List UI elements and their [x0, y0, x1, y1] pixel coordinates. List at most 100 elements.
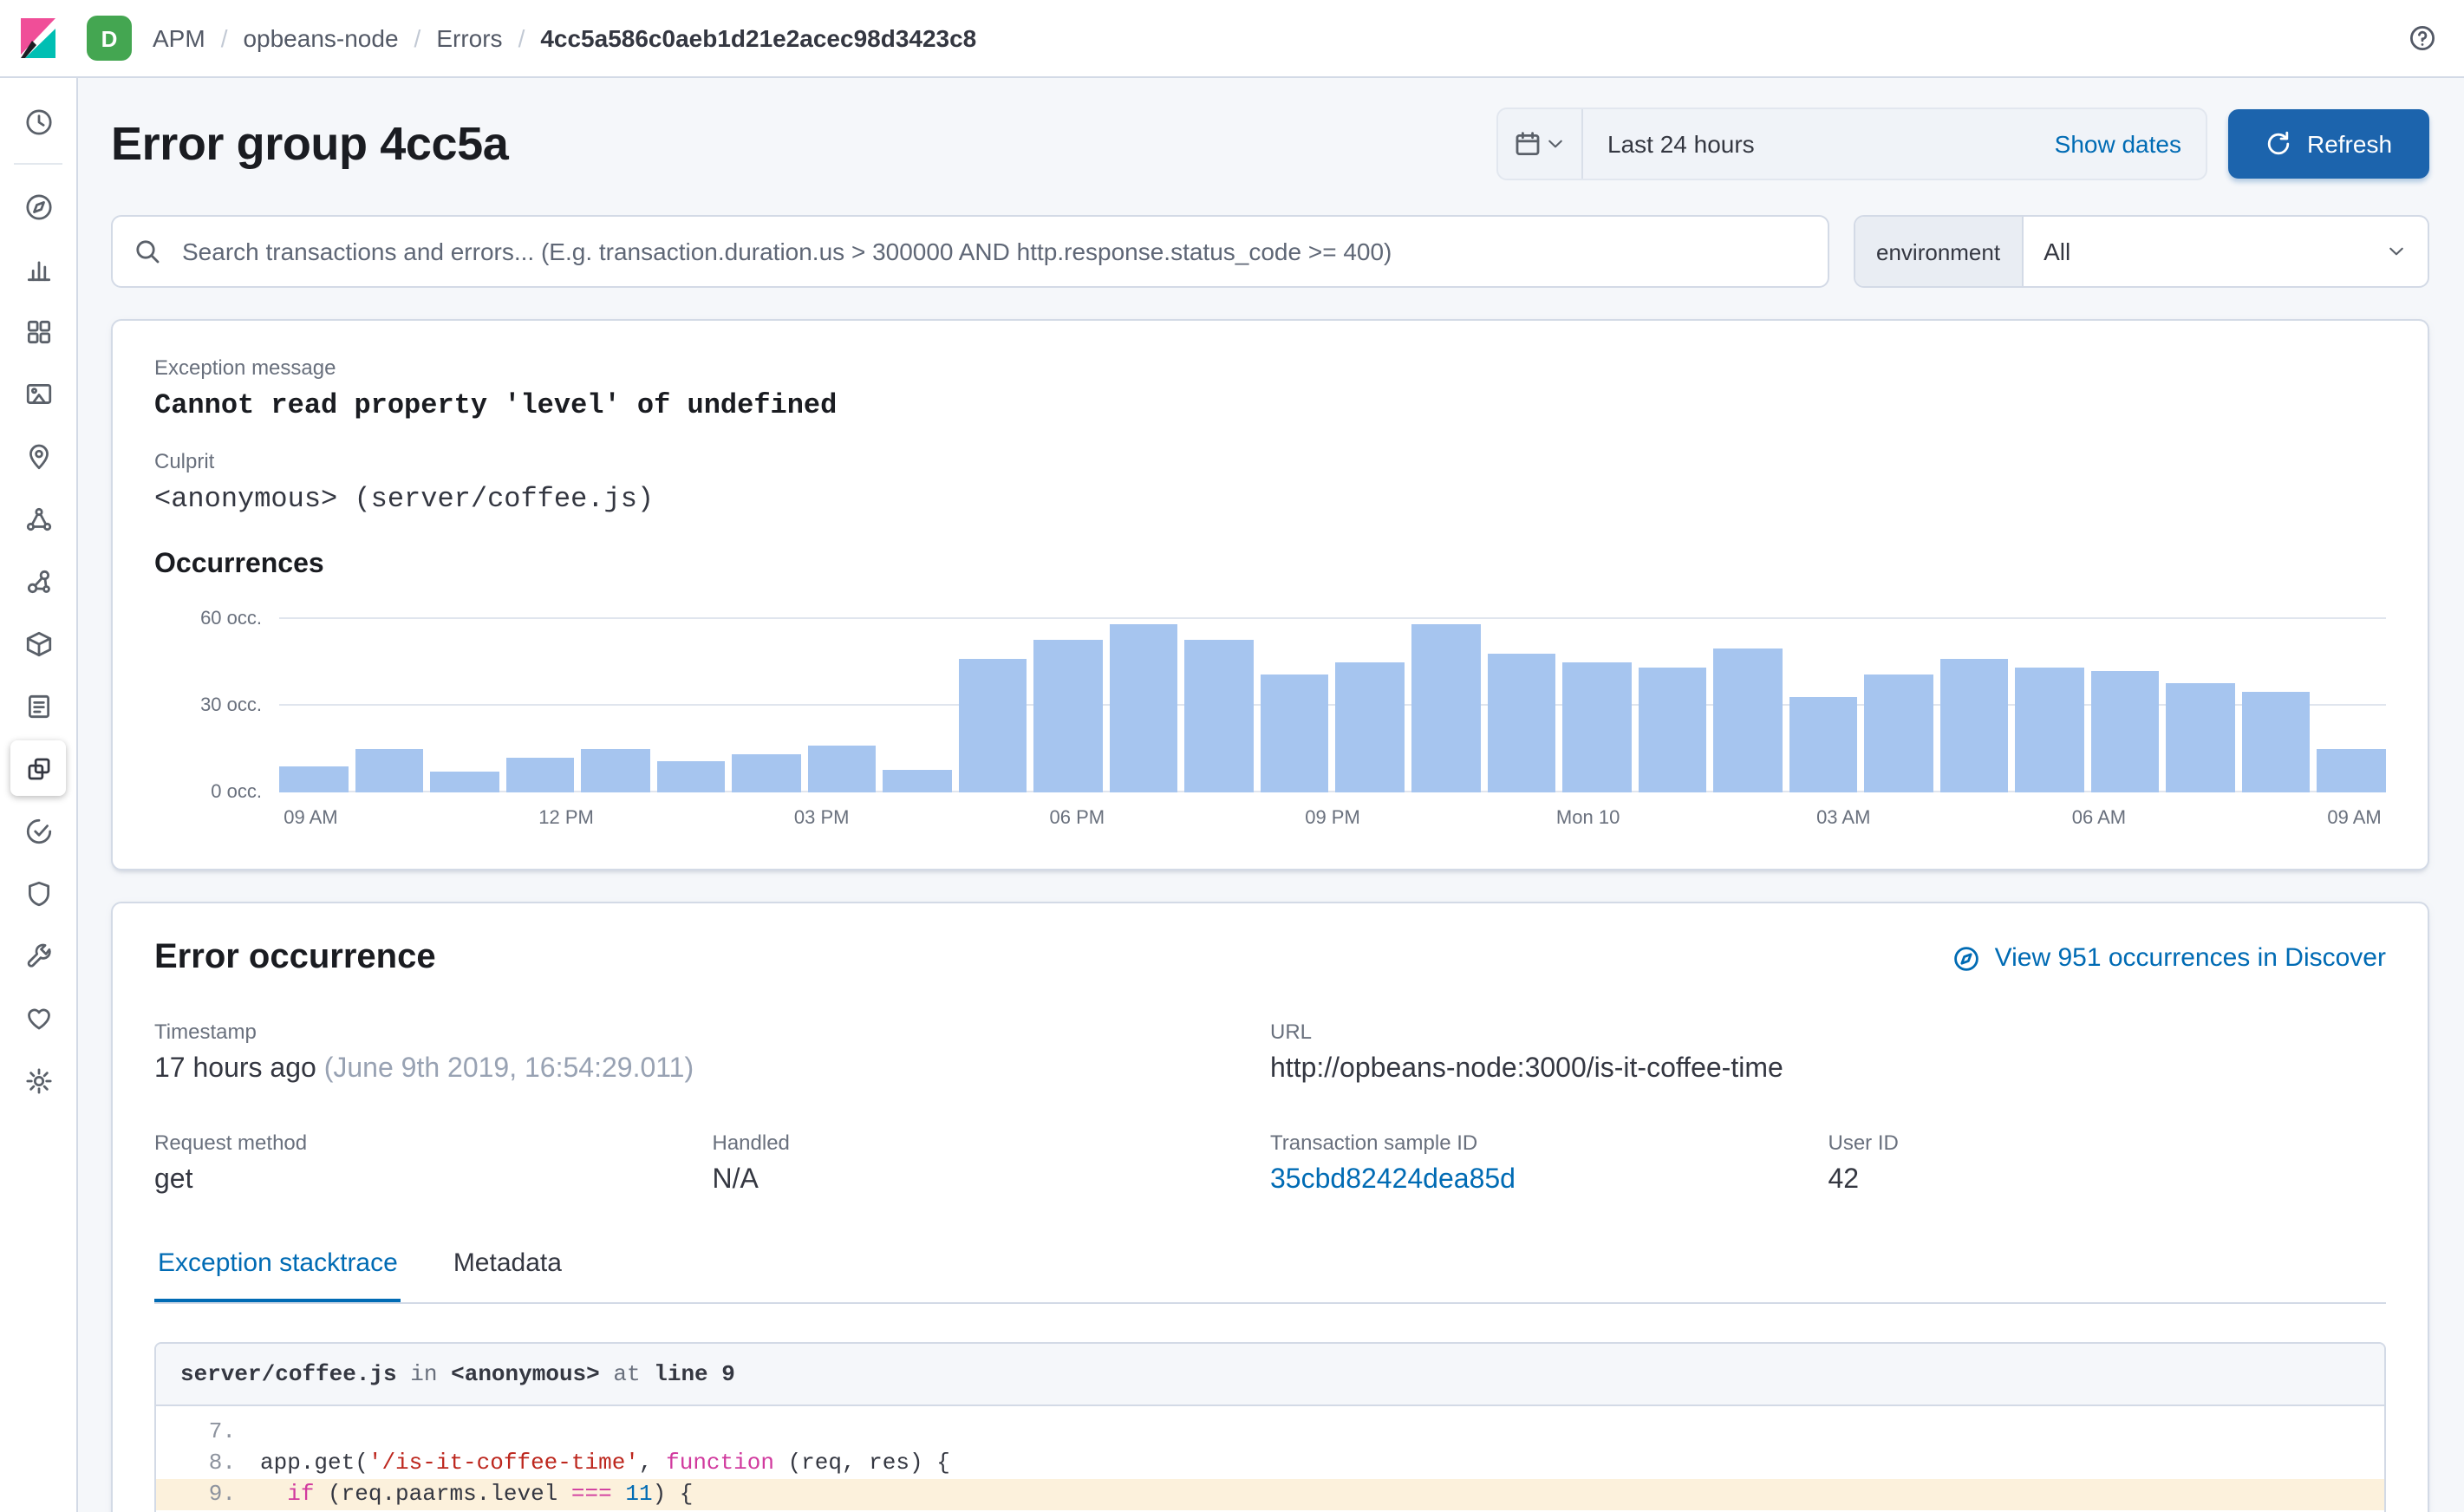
chart-x-tick-label: 09 AM: [2327, 808, 2382, 829]
code-line: 8. app.get('/is-it-coffee-time', function…: [156, 1448, 2384, 1479]
chart-gridline: [279, 704, 2386, 706]
occurrences-bar[interactable]: [958, 659, 1027, 792]
line-number: 8.: [208, 1450, 236, 1476]
occurrences-bar[interactable]: [1109, 624, 1178, 792]
occurrences-bar[interactable]: [1562, 662, 1632, 792]
time-range-value[interactable]: Last 24 hours: [1607, 130, 1755, 158]
date-picker[interactable]: Last 24 hours Show dates: [1496, 108, 2207, 180]
occurrences-bar[interactable]: [505, 758, 575, 792]
request-method-value: get: [154, 1165, 193, 1195]
occurrences-bar[interactable]: [1789, 697, 1858, 792]
kibana-logo-icon: [21, 18, 55, 58]
occurrences-bar[interactable]: [1411, 624, 1480, 792]
refresh-icon: [2265, 130, 2293, 158]
culprit-value: <anonymous> (server/coffee.js): [154, 484, 655, 515]
occurrences-bar[interactable]: [1487, 654, 1556, 792]
user-id-value: 42: [1828, 1165, 1860, 1195]
breadcrumb-item[interactable]: APM: [153, 24, 205, 52]
stacktrace-file: server/coffee.js: [180, 1361, 397, 1387]
dev-tools-icon[interactable]: [10, 928, 66, 983]
chart-y-axis: 0 occ. 30 occ. 60 occ.: [154, 602, 262, 803]
discover-icon[interactable]: [10, 179, 66, 234]
sidebar-divider: [14, 163, 62, 165]
occurrences-bar[interactable]: [1939, 659, 2009, 792]
breadcrumb: APM / opbeans-node / Errors / 4cc5a586c0aeb1d2…: [153, 24, 976, 52]
occurrences-bar[interactable]: [2015, 668, 2084, 792]
help-icon[interactable]: [2409, 24, 2436, 52]
stack-monitoring-icon[interactable]: [10, 990, 66, 1046]
date-picker-quick-menu-button[interactable]: [1498, 109, 1583, 179]
occurrences-bar[interactable]: [1033, 639, 1103, 792]
occurrences-chart: 0 occ. 30 occ. 60 occ.: [154, 602, 2386, 803]
occurrences-bar[interactable]: [732, 754, 801, 792]
graph-icon[interactable]: [10, 553, 66, 609]
occurrences-bar[interactable]: [2166, 682, 2235, 792]
occurrences-bar[interactable]: [2090, 671, 2160, 792]
page-title: Error group 4cc5a: [111, 117, 509, 169]
occurrences-bar[interactable]: [2317, 749, 2386, 792]
occurrences-bar[interactable]: [1260, 674, 1329, 792]
visualize-icon[interactable]: [10, 241, 66, 297]
error-group-card: Exception message Cannot read property '…: [111, 319, 2429, 870]
apm-icon[interactable]: [10, 740, 66, 796]
view-occurrences-in-discover-link[interactable]: View 951 occurrences in Discover: [1953, 943, 2386, 973]
stacktrace-frame-header: server/coffee.js in <anonymous> at line …: [156, 1344, 2384, 1406]
occurrences-bar[interactable]: [883, 769, 952, 792]
sidebar-nav: [0, 76, 78, 1512]
occurrences-bar[interactable]: [430, 772, 499, 792]
recently-viewed-icon[interactable]: [10, 94, 66, 149]
management-icon[interactable]: [10, 1053, 66, 1108]
transaction-sample-link[interactable]: 35cbd82424dea85d: [1270, 1165, 1516, 1195]
breadcrumb-item: 4cc5a586c0aeb1d21e2acec98d3423c8: [540, 24, 977, 52]
chart-gridline: [279, 617, 2386, 619]
occurrences-bar[interactable]: [2241, 691, 2311, 792]
occurrences-bar[interactable]: [807, 746, 877, 792]
kibana-logo[interactable]: [0, 0, 76, 76]
environment-select[interactable]: All: [2023, 217, 2428, 286]
breadcrumb-separator: /: [518, 24, 525, 52]
tab-metadata[interactable]: Metadata: [453, 1248, 562, 1278]
stacktrace-function: <anonymous>: [451, 1361, 600, 1387]
stacktrace-codeblock: server/coffee.js in <anonymous> at line …: [154, 1342, 2386, 1512]
chart-y-tick-label: 60 occ.: [200, 609, 262, 629]
chart-y-tick-label: 0 occ.: [211, 782, 262, 803]
occurrences-bar[interactable]: [656, 760, 726, 792]
occurrences-bar[interactable]: [279, 766, 349, 792]
infrastructure-icon[interactable]: [10, 616, 66, 671]
chart-x-tick-label: 09 AM: [284, 808, 338, 829]
show-dates-link[interactable]: Show dates: [2054, 130, 2181, 158]
main-content: Error group 4cc5a Last 24 hours Show dat…: [76, 76, 2464, 1512]
code-text: app.get('/is-it-coffee-time', function (…: [260, 1450, 950, 1476]
occurrences-bar[interactable]: [1864, 674, 1933, 792]
tab-exception-stacktrace[interactable]: Exception stacktrace: [154, 1248, 401, 1302]
occurrences-bar[interactable]: [1638, 668, 1707, 792]
occurrences-bar[interactable]: [1335, 662, 1405, 792]
occurrences-bar[interactable]: [1184, 639, 1254, 792]
chevron-down-icon: [2386, 241, 2407, 262]
space-avatar[interactable]: D: [87, 16, 132, 61]
uptime-icon[interactable]: [10, 803, 66, 858]
occurrences-bar[interactable]: [1713, 648, 1783, 792]
environment-filter: environment All: [1854, 215, 2429, 288]
logs-icon[interactable]: [10, 678, 66, 733]
chevron-down-icon: [1545, 134, 1566, 154]
breadcrumb-item[interactable]: opbeans-node: [243, 24, 399, 52]
siem-icon[interactable]: [10, 865, 66, 921]
user-id-field: User ID 42: [1828, 1131, 2387, 1196]
canvas-icon[interactable]: [10, 366, 66, 421]
occurrences-title: Occurrences: [154, 550, 324, 579]
search-input[interactable]: [179, 236, 1807, 267]
refresh-button[interactable]: Refresh: [2228, 109, 2429, 179]
occurrences-bar[interactable]: [581, 749, 650, 792]
code-line: 9. if (req.paarms.level === 11) {: [156, 1479, 2384, 1510]
dashboard-icon[interactable]: [10, 303, 66, 359]
occurrences-bar[interactable]: [355, 749, 424, 792]
breadcrumb-item[interactable]: Errors: [436, 24, 503, 52]
timestamp-detail: (June 9th 2019, 16:54:29.011): [323, 1054, 694, 1084]
chart-x-tick-label: 03 PM: [793, 808, 850, 829]
breadcrumb-separator: /: [414, 24, 421, 52]
machine-learning-icon[interactable]: [10, 491, 66, 546]
search-bar[interactable]: [111, 215, 1829, 288]
maps-icon[interactable]: [10, 428, 66, 484]
environment-filter-label: environment: [1855, 217, 2024, 286]
